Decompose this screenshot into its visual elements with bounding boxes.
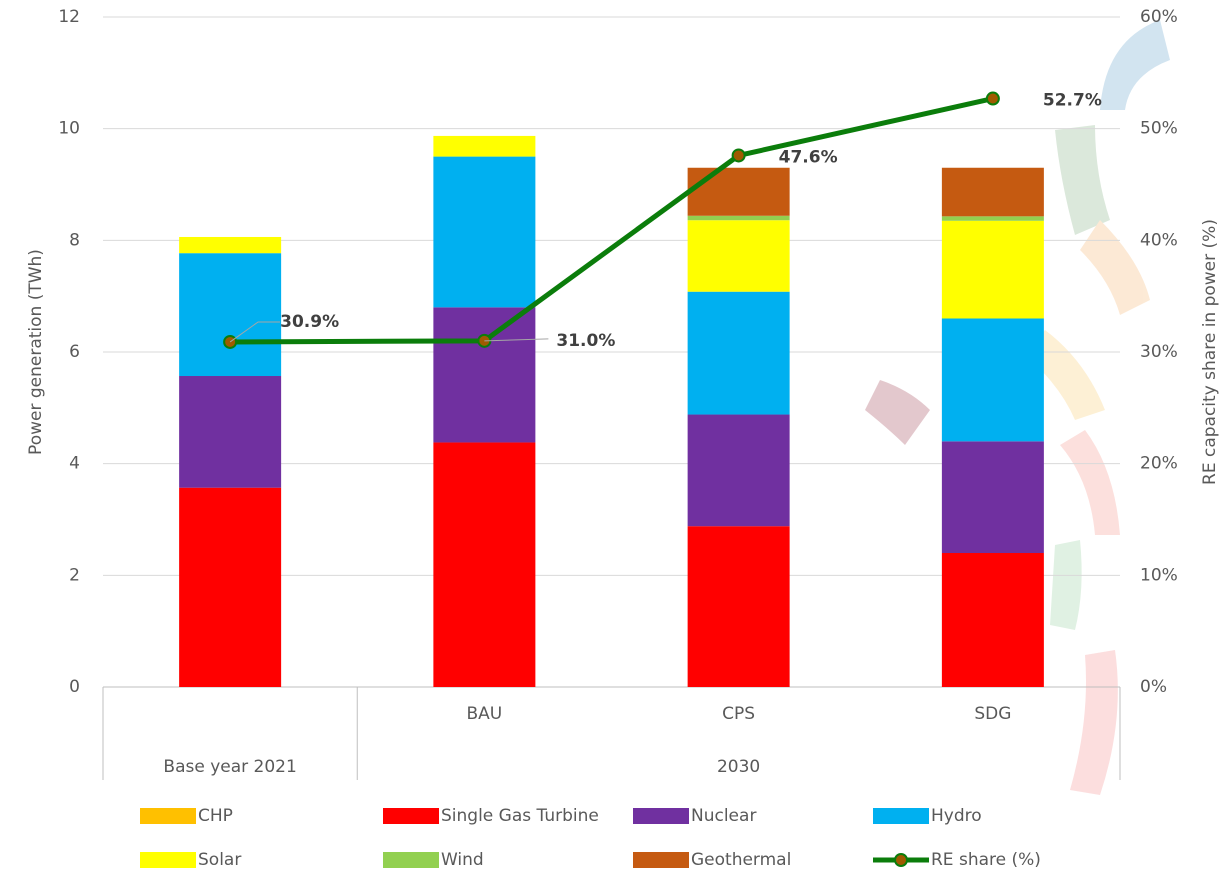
- y2-axis-title: RE capacity share in power (%): [1200, 219, 1220, 485]
- data-label: 30.9%: [280, 312, 339, 332]
- y-tick-label: 6: [69, 342, 80, 362]
- chart: Power generation (TWh) RE capacity share…: [0, 0, 1229, 878]
- y-tick-label: 10: [58, 119, 80, 139]
- group-label: Base year 2021: [163, 757, 296, 777]
- y-tick-label: 12: [58, 7, 80, 27]
- y2-tick-label: 30%: [1140, 342, 1178, 362]
- bar-segment: [688, 168, 790, 216]
- bar-segment: [179, 253, 281, 376]
- y-tick-label: 8: [69, 230, 80, 250]
- y-axis-title: Power generation (TWh): [26, 249, 46, 455]
- bar-segment: [688, 216, 790, 220]
- legend-label: Single Gas Turbine: [441, 806, 599, 826]
- legend-swatch: [383, 808, 439, 824]
- bar-segment: [942, 221, 1044, 319]
- decor-arc: [865, 380, 930, 445]
- bar-segment: [179, 237, 281, 253]
- bar-segment: [942, 553, 1044, 687]
- x-tick-label: SDG: [974, 704, 1011, 724]
- bar-segment: [433, 442, 535, 687]
- legend-swatch: [383, 852, 439, 868]
- legend-swatch: [633, 808, 689, 824]
- y2-tick-label: 60%: [1140, 7, 1178, 27]
- bar-segment: [179, 376, 281, 488]
- bar-segment: [942, 216, 1044, 220]
- decor-arc: [1055, 125, 1110, 235]
- legend-swatch: [895, 854, 907, 866]
- bar-segment: [688, 292, 790, 415]
- bar-segment: [433, 136, 535, 157]
- bar-segment: [688, 526, 790, 687]
- y2-tick-label: 20%: [1140, 454, 1178, 474]
- legend-swatch: [873, 808, 929, 824]
- bar-segment: [433, 157, 535, 308]
- legend-label: Nuclear: [691, 806, 756, 826]
- y2-tick-label: 10%: [1140, 565, 1178, 585]
- legend-label: Solar: [198, 850, 241, 870]
- bar-segment: [688, 220, 790, 291]
- bar-segment: [179, 488, 281, 687]
- data-label: 31.0%: [556, 331, 615, 351]
- data-label: 52.7%: [1043, 91, 1102, 111]
- y-tick-label: 0: [69, 677, 80, 697]
- bar-segment: [942, 319, 1044, 442]
- legend-label: Hydro: [931, 806, 982, 826]
- legend-label: CHP: [198, 806, 233, 826]
- group-label: 2030: [717, 757, 760, 777]
- y-tick-label: 2: [69, 565, 80, 585]
- y2-tick-label: 40%: [1140, 230, 1178, 250]
- legend-swatch: [633, 852, 689, 868]
- legend-label: RE share (%): [931, 850, 1041, 870]
- data-label: 47.6%: [779, 147, 838, 167]
- x-tick-label: CPS: [722, 704, 755, 724]
- line-marker: [987, 93, 999, 105]
- bar-segment: [942, 441, 1044, 553]
- legend-swatch: [140, 808, 196, 824]
- decor-arc: [1060, 430, 1120, 535]
- y-tick-label: 4: [69, 454, 80, 474]
- decor-arc: [1070, 650, 1118, 795]
- x-tick-label: BAU: [467, 704, 503, 724]
- bar-segment: [433, 307, 535, 442]
- legend-swatch: [140, 852, 196, 868]
- bar-segment: [942, 168, 1044, 217]
- legend-label: Geothermal: [691, 850, 791, 870]
- y2-tick-label: 0%: [1140, 677, 1167, 697]
- bar-segment: [688, 415, 790, 527]
- decor-arc: [1100, 20, 1170, 110]
- y2-tick-label: 50%: [1140, 119, 1178, 139]
- legend-label: Wind: [441, 850, 484, 870]
- line-series: [230, 99, 993, 342]
- decor-arc: [1050, 540, 1082, 630]
- line-marker: [733, 149, 745, 161]
